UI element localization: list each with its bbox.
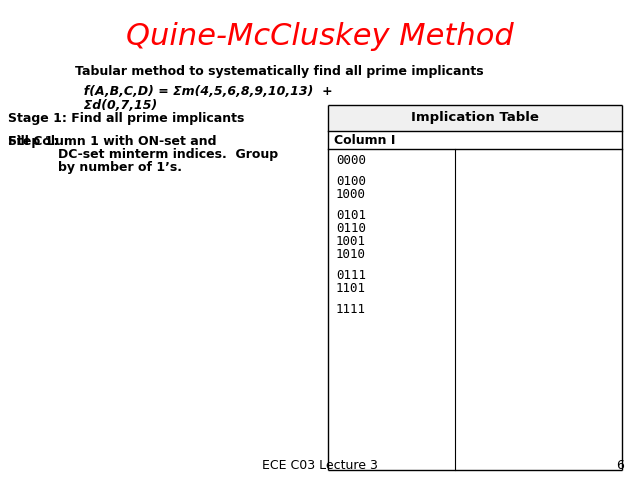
Text: Step 1:: Step 1: xyxy=(8,135,63,148)
Text: 0111: 0111 xyxy=(336,269,366,282)
Text: Column I: Column I xyxy=(334,133,396,146)
Text: DC-set minterm indices.  Group: DC-set minterm indices. Group xyxy=(58,148,278,161)
Text: Implication Table: Implication Table xyxy=(411,111,539,124)
Text: 1001: 1001 xyxy=(336,235,366,248)
Text: Tabular method to systematically find all prime implicants: Tabular method to systematically find al… xyxy=(75,65,484,78)
Text: f(A,B,C,D) = Σm(4,5,6,8,9,10,13)  +: f(A,B,C,D) = Σm(4,5,6,8,9,10,13) + xyxy=(75,85,333,98)
Text: 1111: 1111 xyxy=(336,303,366,316)
Text: 0110: 0110 xyxy=(336,222,366,235)
Text: 1000: 1000 xyxy=(336,188,366,201)
Text: 1101: 1101 xyxy=(336,282,366,295)
Text: Fill Column 1 with ON-set and: Fill Column 1 with ON-set and xyxy=(8,135,216,148)
Text: 0101: 0101 xyxy=(336,209,366,222)
Text: 6: 6 xyxy=(616,459,624,472)
Text: ECE C03 Lecture 3: ECE C03 Lecture 3 xyxy=(262,459,378,472)
Text: Σd(0,7,15): Σd(0,7,15) xyxy=(75,99,157,112)
Text: 0000: 0000 xyxy=(336,154,366,167)
Text: Stage 1: Find all prime implicants: Stage 1: Find all prime implicants xyxy=(8,112,244,125)
Text: Quine-McCluskey Method: Quine-McCluskey Method xyxy=(126,22,514,51)
Text: by number of 1’s.: by number of 1’s. xyxy=(58,161,182,174)
Text: 0100: 0100 xyxy=(336,175,366,188)
Text: 1010: 1010 xyxy=(336,248,366,261)
Bar xyxy=(328,105,622,131)
